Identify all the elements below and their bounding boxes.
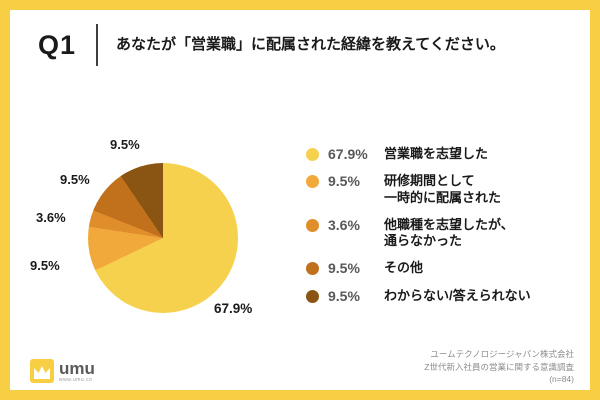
- pie-label-sonota: 9.5%: [60, 172, 90, 187]
- legend-percent: 67.9%: [328, 146, 368, 162]
- legend-dot-icon: [306, 175, 319, 189]
- header-divider: [96, 24, 99, 66]
- credit-line-sample: (n=84): [549, 374, 574, 385]
- credit-text: ユームテクノロジージャパン株式会社 Z世代新入社員の営業に関する意識調査 (n=…: [424, 348, 574, 386]
- umu-logo-url: www.umu.co: [59, 377, 93, 383]
- legend-row: 9.5% その他: [306, 260, 572, 276]
- legend-percent: 9.5%: [328, 173, 360, 190]
- legend-category: その他: [384, 260, 424, 276]
- legend: 67.9% 営業職を志望した 9.5% 研修期間として 一時的に配属された 3.…: [306, 146, 572, 304]
- legend-percent: 9.5%: [328, 287, 360, 304]
- header: Q1 あなたが「営業職」に配属された経緯を教えてください。: [38, 24, 570, 66]
- umu-logo-text-wrap: umu www.umu.co: [59, 360, 95, 383]
- legend-category: 研修期間として 一時的に配属された: [384, 173, 502, 205]
- legend-row: 9.5% 研修期間として 一時的に配属された: [306, 173, 572, 206]
- umu-logo: umu www.umu.co: [30, 359, 95, 383]
- question-number: Q1: [38, 29, 77, 60]
- legend-row: 9.5% わからない/答えられない: [306, 288, 572, 304]
- legend-dot-icon: [306, 262, 319, 276]
- credit-line-company: ユームテクノロジージャパン株式会社: [430, 348, 574, 359]
- legend-dot-icon: [306, 289, 319, 303]
- pie-label-shibou: 67.9%: [214, 301, 253, 316]
- pie-chart: [88, 163, 238, 313]
- legend-dot-icon: [306, 218, 319, 232]
- legend-percent: 3.6%: [328, 216, 360, 233]
- pie-label-tashokushu: 3.6%: [36, 210, 66, 225]
- pie-label-wakaranai: 9.5%: [110, 137, 140, 152]
- pie-label-kenshu: 9.5%: [30, 258, 60, 273]
- legend-category: 営業職を志望した: [384, 146, 489, 161]
- legend-row: 67.9% 営業職を志望した: [306, 146, 572, 162]
- legend-category: 他職種を志望したが、 通らなかった: [384, 216, 514, 248]
- umu-logo-text: umu: [59, 359, 95, 378]
- credit-line-survey: Z世代新入社員の営業に関する意識調査: [424, 361, 574, 372]
- question-text: あなたが「営業職」に配属された経緯を教えてください。: [116, 36, 505, 54]
- legend-row: 3.6% 他職種を志望したが、 通らなかった: [306, 217, 572, 250]
- umu-logo-icon: [30, 359, 54, 383]
- legend-percent: 9.5%: [328, 260, 360, 277]
- legend-category: わからない/答えられない: [384, 287, 531, 303]
- legend-dot-icon: [306, 148, 319, 161]
